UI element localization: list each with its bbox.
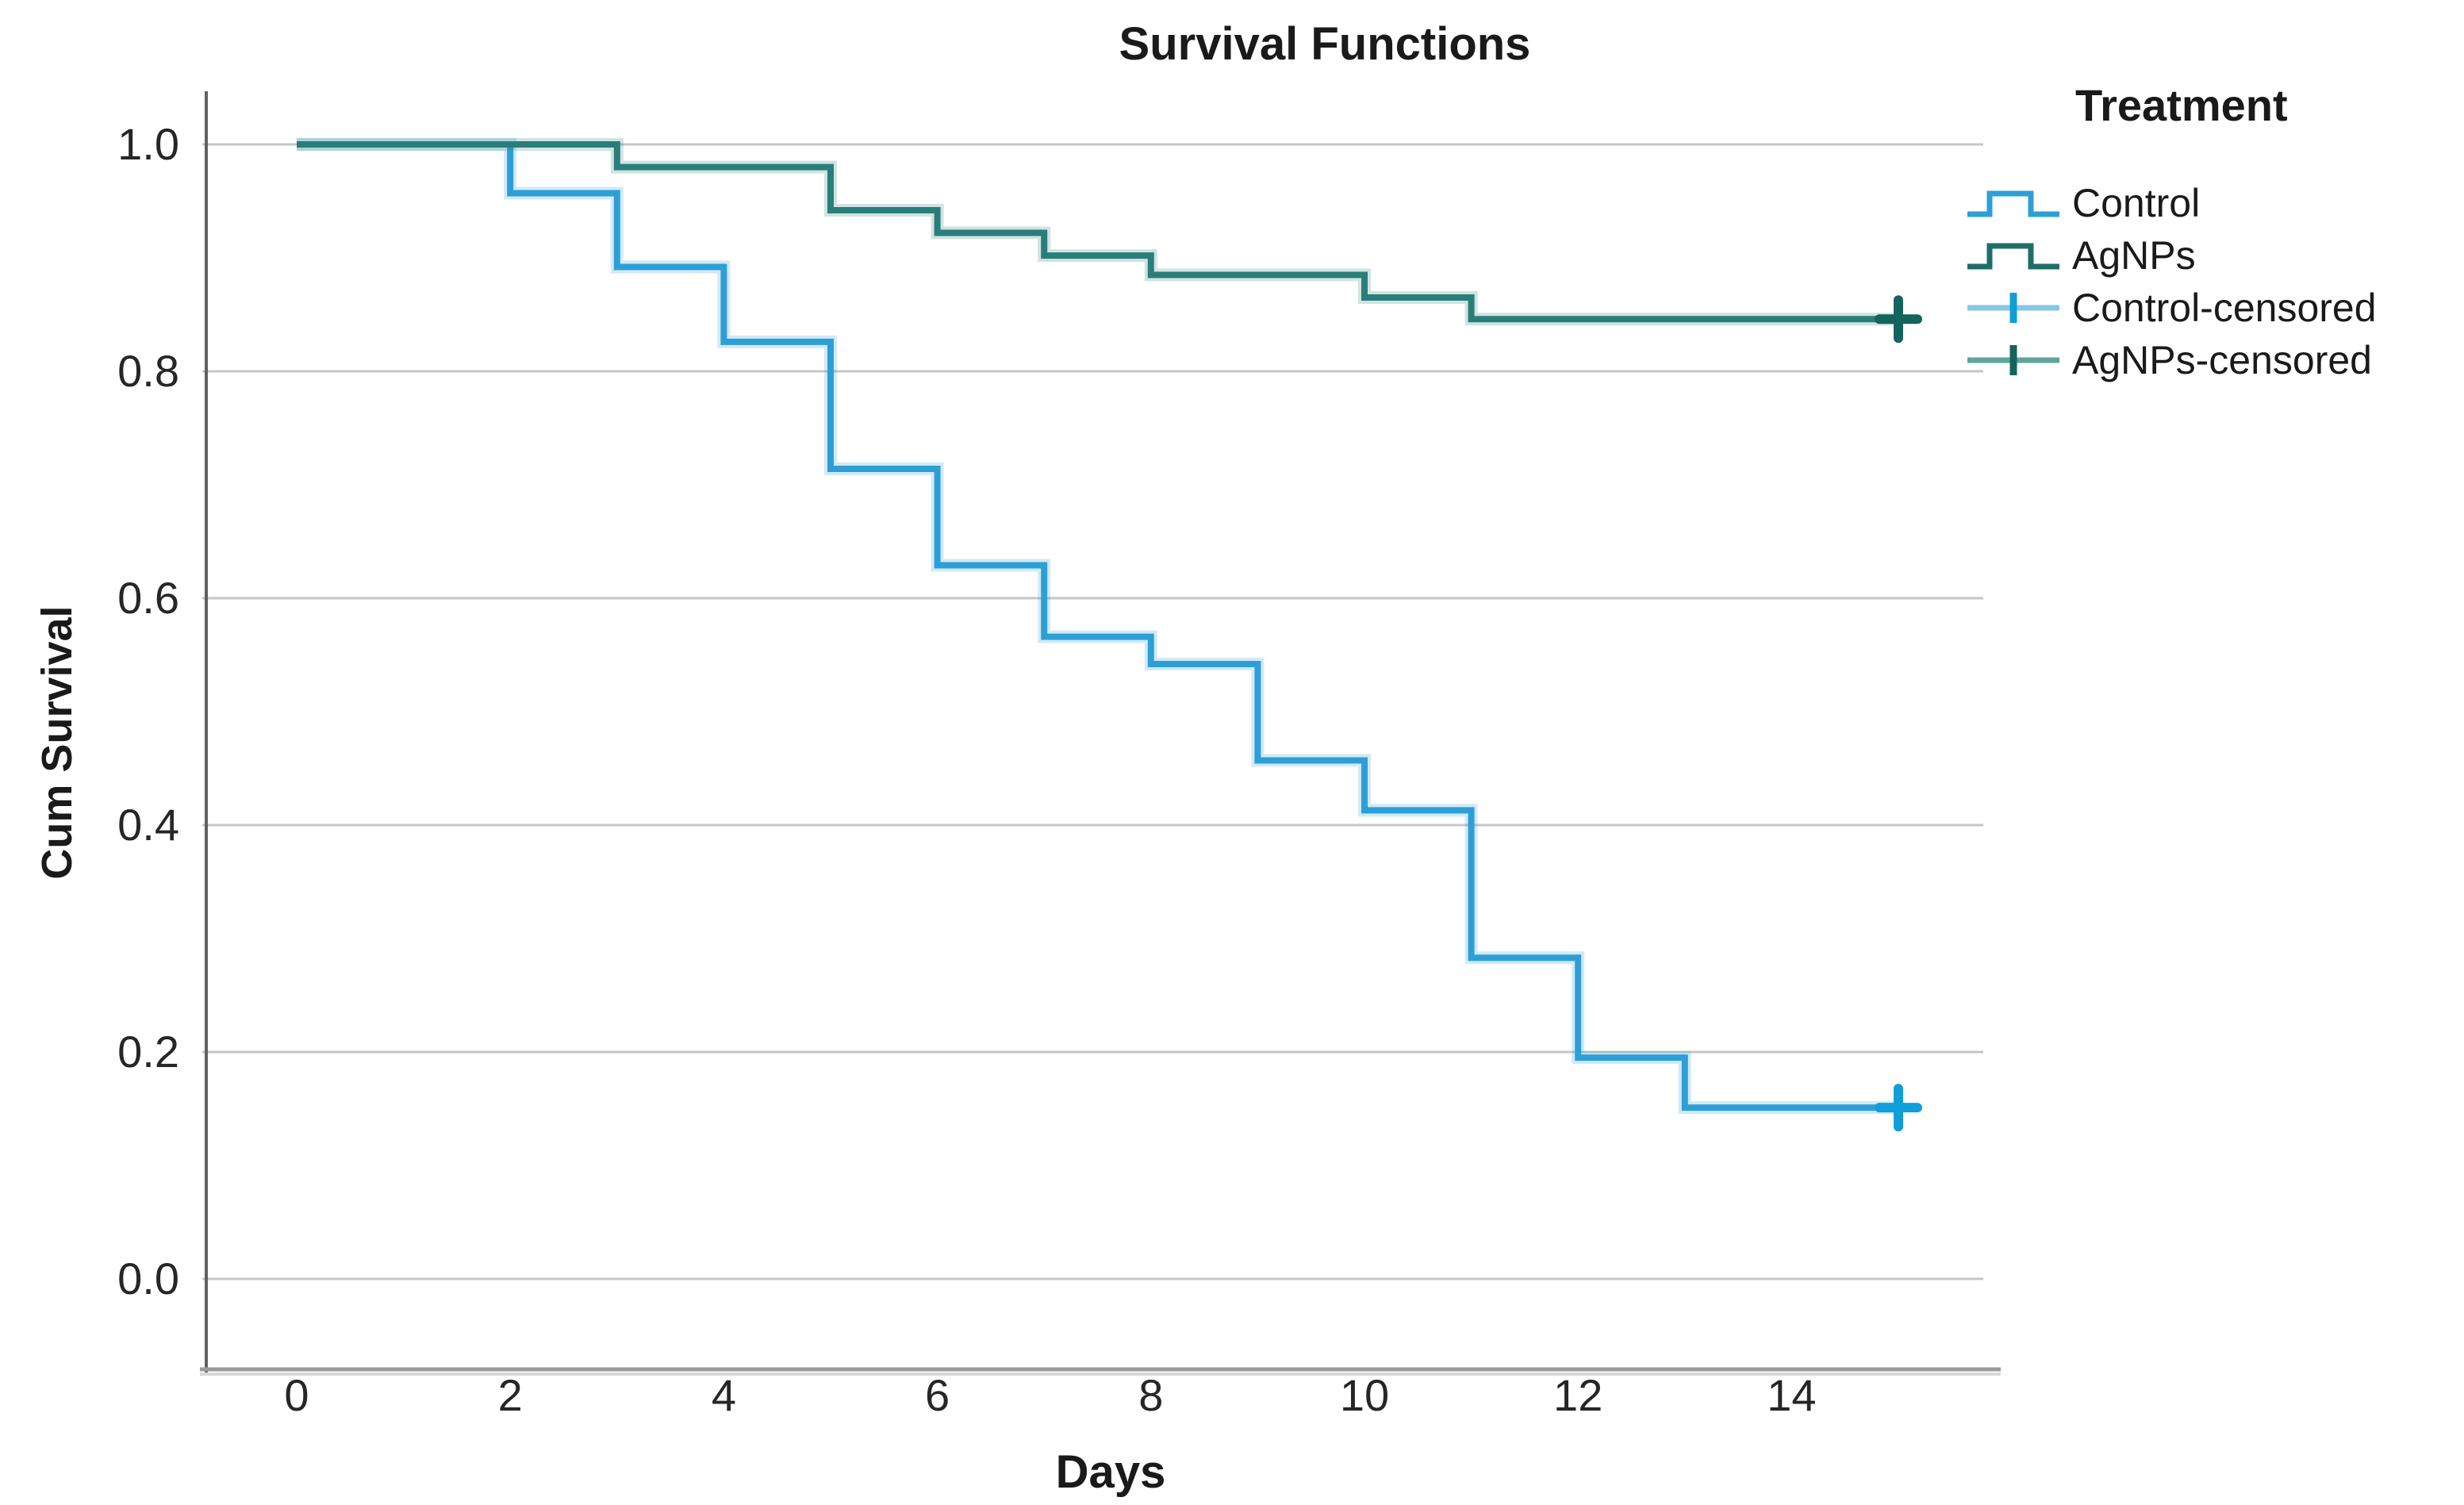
legend-label: Control xyxy=(2072,181,2201,225)
legend-item-control[interactable]: Control xyxy=(1966,177,2458,229)
legend-label: AgNPs xyxy=(2072,233,2196,278)
legend-label: Control-censored xyxy=(2072,286,2377,330)
y-tick-label: 0.8 xyxy=(117,346,179,396)
chart-title: Survival Functions xyxy=(1119,18,1531,70)
y-tick-label: 0.4 xyxy=(117,800,179,850)
censored-plus-icon xyxy=(1967,293,2059,323)
control-curve xyxy=(297,141,1898,1111)
x-tick-label: 14 xyxy=(1767,1370,1816,1420)
agnps-curve xyxy=(297,141,1898,323)
legend-item-agnps[interactable]: AgNPs xyxy=(1966,229,2458,282)
y-tick-label: 0.2 xyxy=(117,1027,179,1077)
step-line-icon xyxy=(1967,243,2059,270)
x-tick-label: 10 xyxy=(1340,1370,1389,1420)
control-curve-halo xyxy=(297,138,1898,1115)
x-axis-title: Days xyxy=(1055,1446,1166,1498)
x-tick-label: 6 xyxy=(925,1370,950,1420)
agnps-censor-marker xyxy=(1875,295,1922,344)
x-tick-label: 0 xyxy=(284,1370,309,1420)
legend-title: Treatment xyxy=(2075,80,2288,130)
x-tick-label: 12 xyxy=(1553,1370,1602,1420)
x-tick-label: 2 xyxy=(498,1370,523,1420)
x-tick-label: 8 xyxy=(1138,1370,1163,1420)
control-censor-marker xyxy=(1875,1084,1922,1132)
y-tick-label: 0.0 xyxy=(117,1254,179,1303)
legend-item-agnps-censored[interactable]: AgNPs-censored xyxy=(1966,334,2458,386)
agnps-curve-halo xyxy=(297,138,1898,326)
step-line-icon xyxy=(1967,190,2059,217)
y-tick-label: 1.0 xyxy=(117,119,179,169)
legend: Treatment Control AgNPs Control-censored Ag… xyxy=(1966,79,2458,386)
x-tick-label: 4 xyxy=(712,1370,736,1420)
y-tick-label: 0.6 xyxy=(117,573,179,623)
legend-item-control-censored[interactable]: Control-censored xyxy=(1966,282,2458,334)
censored-plus-icon xyxy=(1967,345,2059,375)
y-axis-title: Cum Survival xyxy=(33,605,81,880)
legend-items: Control AgNPs Control-censored AgNPs-censor… xyxy=(1966,177,2458,386)
legend-label: AgNPs-censored xyxy=(2072,338,2372,382)
